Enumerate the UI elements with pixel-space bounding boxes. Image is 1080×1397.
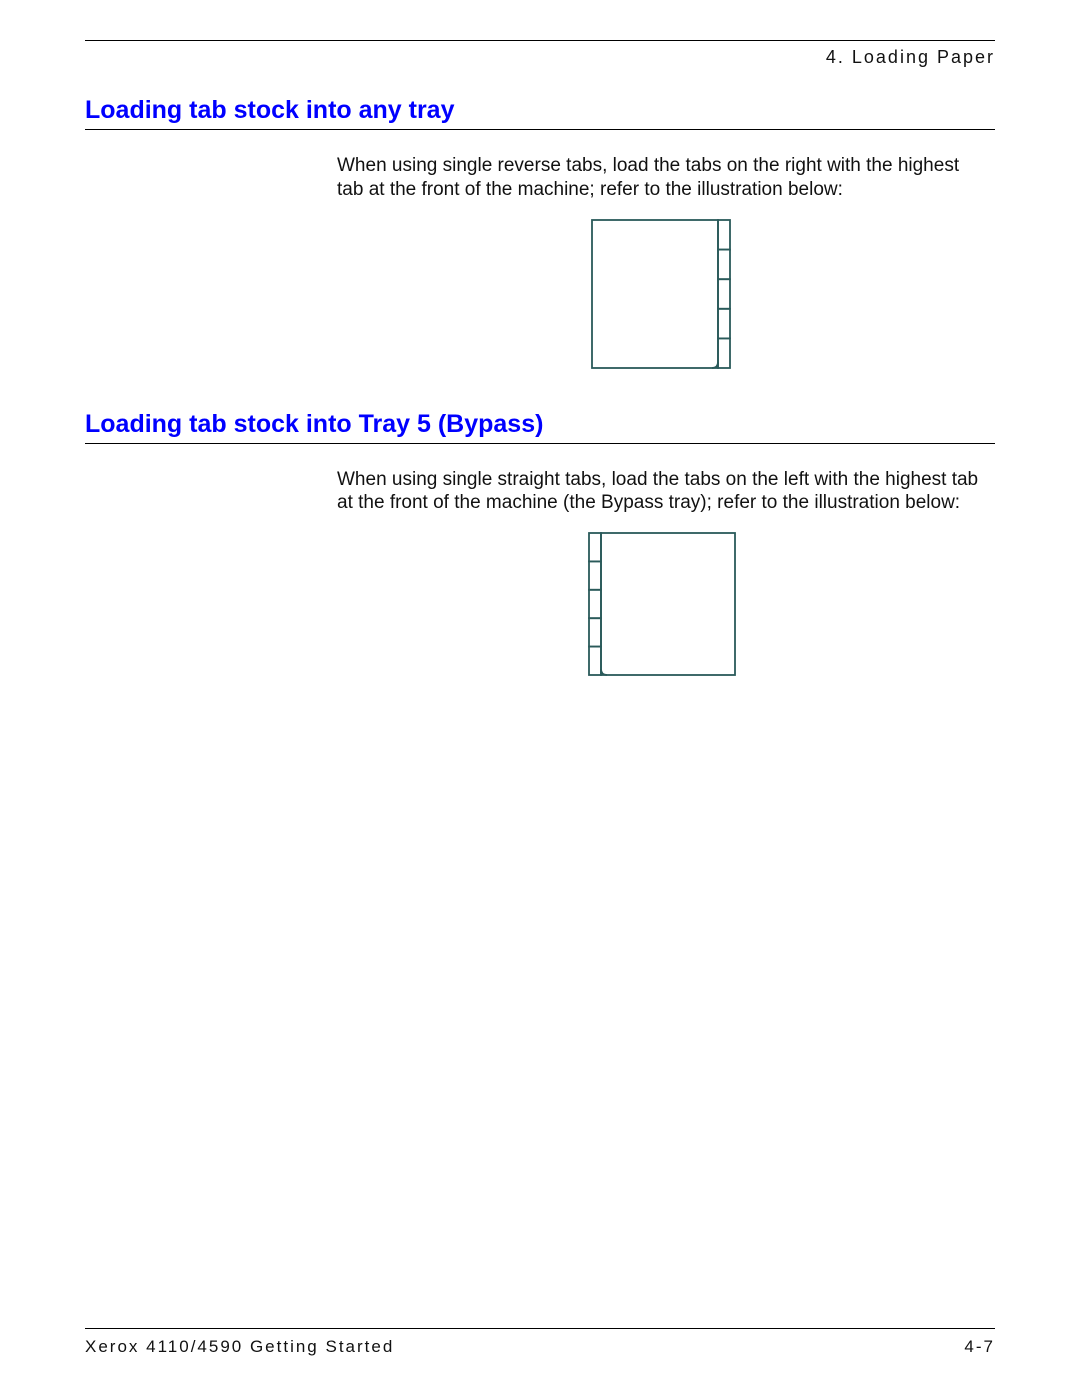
section-body-tray5: When using single straight tabs, load th… [337, 468, 985, 685]
section-heading-any-tray: Loading tab stock into any tray [85, 96, 995, 130]
section-heading-tray5: Loading tab stock into Tray 5 (Bypass) [85, 410, 995, 444]
footer-left: Xerox 4110/4590 Getting Started [85, 1337, 394, 1357]
footer-right: 4-7 [964, 1337, 995, 1357]
body-text-any-tray: When using single reverse tabs, load the… [337, 154, 985, 202]
illustration-right-tabs [337, 216, 985, 376]
page-footer: Xerox 4110/4590 Getting Started 4-7 [85, 1328, 995, 1357]
header-rule [85, 40, 995, 41]
tab-stock-left-icon [581, 529, 741, 679]
footer-rule [85, 1328, 995, 1329]
body-text-tray5: When using single straight tabs, load th… [337, 468, 985, 516]
chapter-label: 4. Loading Paper [85, 47, 995, 68]
tab-stock-right-icon [586, 216, 736, 371]
page: 4. Loading Paper Loading tab stock into … [0, 0, 1080, 1397]
illustration-left-tabs [337, 529, 985, 684]
section-body-any-tray: When using single reverse tabs, load the… [337, 154, 985, 376]
